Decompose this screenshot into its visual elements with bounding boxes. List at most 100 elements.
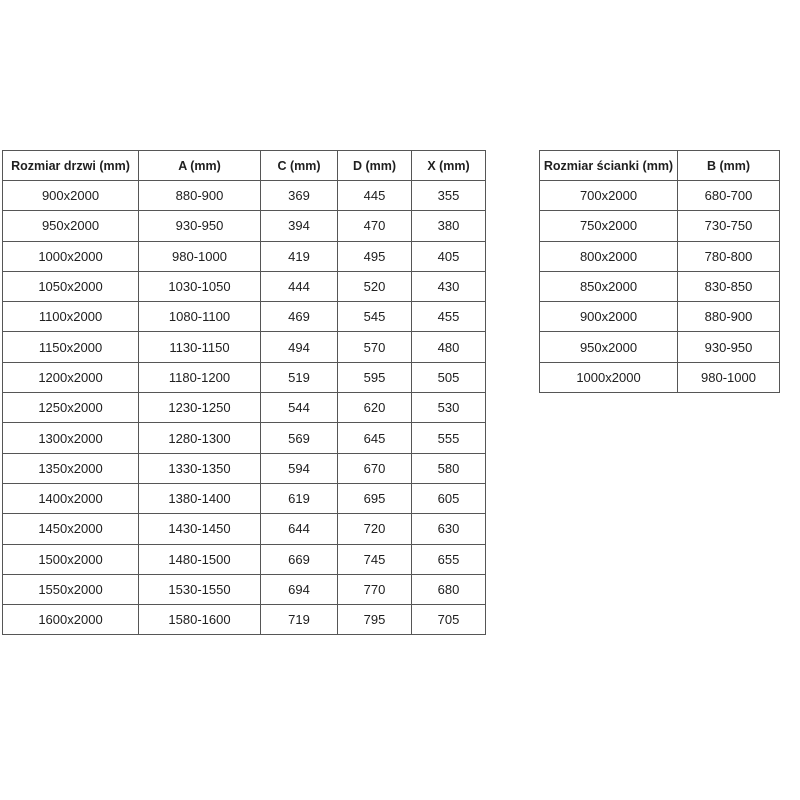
table-cell: 1150x2000 bbox=[2, 331, 139, 363]
table-cell: 1330-1350 bbox=[138, 452, 261, 484]
table-cell: 505 bbox=[411, 361, 486, 394]
table-cell: 544 bbox=[260, 392, 338, 424]
table-cell: 419 bbox=[260, 240, 338, 272]
table-cell: 800x2000 bbox=[539, 240, 678, 272]
table-cell: 570 bbox=[337, 331, 412, 363]
table-row: 1200x2000 1180-1200 519 595 505 bbox=[2, 361, 486, 394]
table-cell: 670 bbox=[337, 452, 412, 484]
table-row: 1150x2000 1130-1150 494 570 480 bbox=[2, 331, 486, 363]
table-cell: 619 bbox=[260, 482, 338, 515]
table-row: 750x2000 730-750 bbox=[539, 210, 780, 242]
wall-table-body: 700x2000 680-700 750x2000 730-750 800x2000 78… bbox=[539, 179, 780, 394]
table-cell: 980-1000 bbox=[677, 361, 780, 394]
table-cell: 355 bbox=[411, 179, 486, 212]
table-cell: 444 bbox=[260, 270, 338, 303]
table-cell: 1450x2000 bbox=[2, 513, 139, 545]
table-cell: 719 bbox=[260, 604, 338, 636]
column-header-x: X (mm) bbox=[411, 150, 486, 181]
table-cell: 1230-1250 bbox=[138, 392, 261, 424]
table-cell: 380 bbox=[411, 210, 486, 242]
table-row: 700x2000 680-700 bbox=[539, 179, 780, 212]
table-cell: 495 bbox=[337, 240, 412, 272]
table-cell: 519 bbox=[260, 361, 338, 394]
table-cell: 669 bbox=[260, 543, 338, 575]
table-cell: 745 bbox=[337, 543, 412, 575]
table-cell: 680 bbox=[411, 573, 486, 606]
table-cell: 1180-1200 bbox=[138, 361, 261, 394]
table-cell: 900x2000 bbox=[539, 301, 678, 333]
table-cell: 1500x2000 bbox=[2, 543, 139, 575]
table-cell: 545 bbox=[337, 301, 412, 333]
column-header-b: B (mm) bbox=[677, 150, 780, 181]
table-cell: 470 bbox=[337, 210, 412, 242]
table-row: 1050x2000 1030-1050 444 520 430 bbox=[2, 270, 486, 303]
column-header-door-size: Rozmiar drzwi (mm) bbox=[2, 150, 139, 181]
table-cell: 1380-1400 bbox=[138, 482, 261, 515]
table-cell: 494 bbox=[260, 331, 338, 363]
table-cell: 1080-1100 bbox=[138, 301, 261, 333]
table-row: 1000x2000 980-1000 bbox=[539, 361, 780, 394]
wall-sizes-table: Rozmiar ścianki (mm) B (mm) 700x2000 680-… bbox=[539, 150, 780, 394]
table-row: 1500x2000 1480-1500 669 745 655 bbox=[2, 543, 486, 575]
table-cell: 1200x2000 bbox=[2, 361, 139, 394]
table-cell: 900x2000 bbox=[2, 179, 139, 212]
table-row: 1000x2000 980-1000 419 495 405 bbox=[2, 240, 486, 272]
column-header-c: C (mm) bbox=[260, 150, 338, 181]
table-cell: 980-1000 bbox=[138, 240, 261, 272]
table-row: 1600x2000 1580-1600 719 795 705 bbox=[2, 604, 486, 636]
table-cell: 480 bbox=[411, 331, 486, 363]
table-row: 950x2000 930-950 394 470 380 bbox=[2, 210, 486, 242]
table-cell: 695 bbox=[337, 482, 412, 515]
table-cell: 700x2000 bbox=[539, 179, 678, 212]
table-cell: 1600x2000 bbox=[2, 604, 139, 636]
door-table-body: 900x2000 880-900 369 445 355 950x2000 930-950 3… bbox=[2, 179, 486, 636]
table-cell: 1250x2000 bbox=[2, 392, 139, 424]
table-cell: 595 bbox=[337, 361, 412, 394]
table-cell: 1130-1150 bbox=[138, 331, 261, 363]
table-cell: 605 bbox=[411, 482, 486, 515]
table-row: 800x2000 780-800 bbox=[539, 240, 780, 272]
door-table-header-row: Rozmiar drzwi (mm) A (mm) C (mm) D (mm) … bbox=[2, 150, 486, 181]
table-cell: 680-700 bbox=[677, 179, 780, 212]
table-cell: 644 bbox=[260, 513, 338, 545]
table-cell: 694 bbox=[260, 573, 338, 606]
table-cell: 705 bbox=[411, 604, 486, 636]
table-cell: 1530-1550 bbox=[138, 573, 261, 606]
table-cell: 630 bbox=[411, 513, 486, 545]
table-cell: 394 bbox=[260, 210, 338, 242]
table-row: 1100x2000 1080-1100 469 545 455 bbox=[2, 301, 486, 333]
table-row: 900x2000 880-900 369 445 355 bbox=[2, 179, 486, 212]
table-cell: 369 bbox=[260, 179, 338, 212]
table-cell: 1350x2000 bbox=[2, 452, 139, 484]
table-cell: 645 bbox=[337, 422, 412, 454]
table-cell: 720 bbox=[337, 513, 412, 545]
wall-table-header-row: Rozmiar ścianki (mm) B (mm) bbox=[539, 150, 780, 181]
table-cell: 569 bbox=[260, 422, 338, 454]
table-cell: 1480-1500 bbox=[138, 543, 261, 575]
table-cell: 730-750 bbox=[677, 210, 780, 242]
table-cell: 469 bbox=[260, 301, 338, 333]
table-cell: 880-900 bbox=[677, 301, 780, 333]
table-row: 1400x2000 1380-1400 619 695 605 bbox=[2, 482, 486, 515]
table-cell: 1030-1050 bbox=[138, 270, 261, 303]
table-cell: 1300x2000 bbox=[2, 422, 139, 454]
table-cell: 655 bbox=[411, 543, 486, 575]
table-cell: 1050x2000 bbox=[2, 270, 139, 303]
table-cell: 1000x2000 bbox=[539, 361, 678, 394]
column-header-d: D (mm) bbox=[337, 150, 412, 181]
table-cell: 850x2000 bbox=[539, 270, 678, 303]
column-header-a: A (mm) bbox=[138, 150, 261, 181]
table-row: 1350x2000 1330-1350 594 670 580 bbox=[2, 452, 486, 484]
table-cell: 1000x2000 bbox=[2, 240, 139, 272]
table-cell: 1400x2000 bbox=[2, 482, 139, 515]
table-cell: 1580-1600 bbox=[138, 604, 261, 636]
table-row: 900x2000 880-900 bbox=[539, 301, 780, 333]
table-cell: 780-800 bbox=[677, 240, 780, 272]
table-cell: 830-850 bbox=[677, 270, 780, 303]
table-row: 950x2000 930-950 bbox=[539, 331, 780, 363]
door-sizes-table: Rozmiar drzwi (mm) A (mm) C (mm) D (mm) … bbox=[2, 150, 486, 636]
table-row: 1550x2000 1530-1550 694 770 680 bbox=[2, 573, 486, 606]
table-cell: 950x2000 bbox=[2, 210, 139, 242]
table-cell: 555 bbox=[411, 422, 486, 454]
